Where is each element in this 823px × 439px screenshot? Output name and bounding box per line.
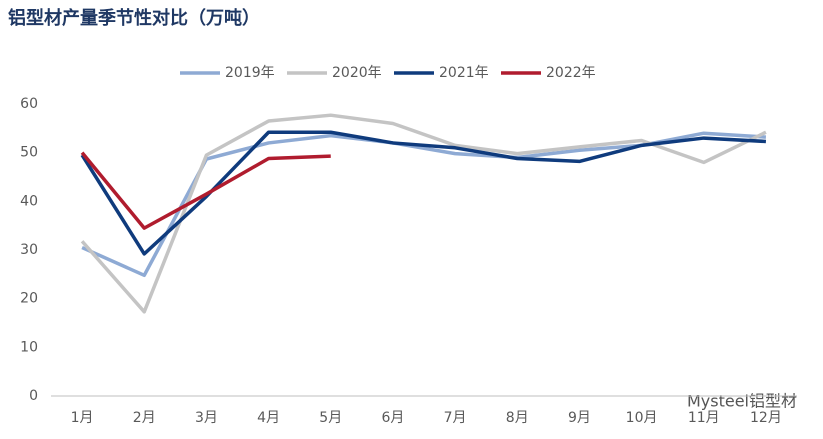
y-tick-label: 30	[20, 242, 38, 258]
series-line	[80, 130, 767, 256]
x-tick-label: 7月	[444, 410, 467, 426]
x-tick-label: 3月	[195, 410, 218, 426]
chart-title: 铝型材产量季节性对比（万吨）	[8, 7, 260, 29]
y-tick-label: 20	[20, 291, 38, 307]
x-tick-label: 2月	[133, 410, 156, 426]
x-tick-label: 4月	[257, 410, 280, 426]
x-tick-label: 5月	[319, 410, 342, 426]
y-tick-label: 50	[20, 145, 38, 161]
x-tick-label: 6月	[381, 410, 404, 426]
watermark: Mysteel铝型材	[687, 392, 797, 411]
x-tick-label: 12月	[750, 410, 782, 426]
y-tick-label: 40	[20, 193, 38, 209]
legend-label: 2022年	[546, 65, 596, 81]
x-tick-label: 11月	[688, 410, 720, 426]
legend-label: 2020年	[332, 65, 382, 81]
series-line	[80, 151, 331, 230]
x-tick-label: 9月	[568, 410, 591, 426]
legend-label: 2019年	[225, 65, 275, 81]
x-tick-label: 1月	[71, 410, 94, 426]
y-tick-label: 0	[29, 388, 38, 404]
y-tick-label: 10	[20, 339, 38, 355]
x-tick-label: 10月	[626, 410, 658, 426]
y-tick-label: 60	[20, 96, 38, 112]
legend-label: 2021年	[439, 65, 489, 81]
x-tick-label: 8月	[506, 410, 529, 426]
